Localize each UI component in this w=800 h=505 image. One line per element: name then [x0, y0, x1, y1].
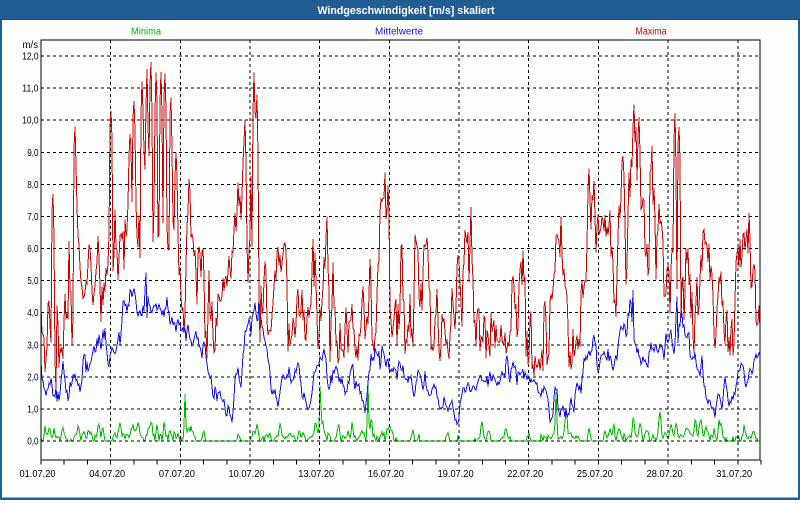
svg-text:11,0: 11,0 [22, 84, 39, 95]
svg-text:16.07.20: 16.07.20 [368, 469, 404, 480]
svg-text:19.07.20: 19.07.20 [438, 469, 474, 480]
svg-text:Maxima: Maxima [636, 27, 667, 38]
svg-text:04.07.20: 04.07.20 [89, 469, 125, 480]
svg-text:Windgeschwindigkeit [m/s] skal: Windgeschwindigkeit [m/s] skaliert [318, 5, 495, 17]
svg-text:3,0: 3,0 [27, 340, 39, 351]
svg-text:10.07.20: 10.07.20 [229, 469, 265, 480]
svg-text:13.07.20: 13.07.20 [298, 469, 334, 480]
svg-text:1,0: 1,0 [27, 404, 39, 415]
svg-text:Mittelwerte: Mittelwerte [375, 27, 423, 38]
svg-text:6,0: 6,0 [27, 244, 39, 255]
svg-text:10,0: 10,0 [22, 116, 39, 127]
svg-text:2,0: 2,0 [27, 372, 39, 383]
svg-text:31.07.20: 31.07.20 [716, 469, 752, 480]
svg-text:12,0: 12,0 [22, 52, 39, 63]
svg-text:28.07.20: 28.07.20 [647, 469, 683, 480]
svg-text:9,0: 9,0 [27, 148, 39, 159]
svg-text:Minima: Minima [131, 27, 161, 38]
svg-text:8,0: 8,0 [27, 180, 39, 191]
svg-text:22.07.20: 22.07.20 [507, 469, 543, 480]
svg-text:4,0: 4,0 [27, 308, 39, 319]
svg-text:25.07.20: 25.07.20 [577, 469, 613, 480]
svg-text:7,0: 7,0 [27, 212, 39, 223]
svg-text:5,0: 5,0 [27, 276, 39, 287]
svg-text:07.07.20: 07.07.20 [159, 469, 195, 480]
svg-text:m/s: m/s [23, 40, 39, 51]
svg-text:01.07.20: 01.07.20 [20, 469, 56, 480]
svg-text:0,0: 0,0 [27, 437, 39, 448]
